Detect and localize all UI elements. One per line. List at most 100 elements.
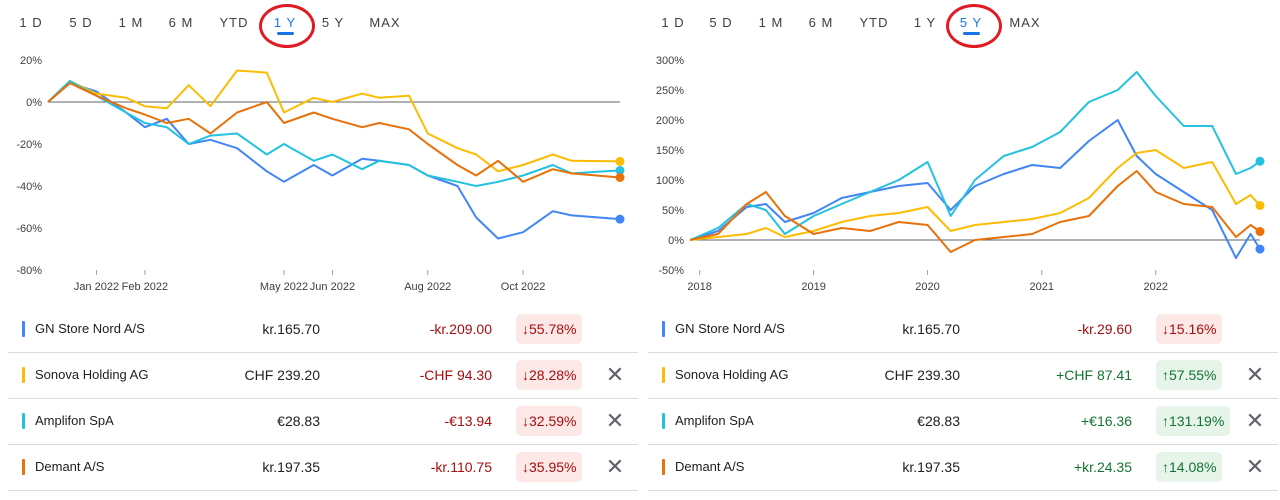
stock-name: GN Store Nord A/S <box>675 321 785 336</box>
tab-ytd[interactable]: YTD <box>859 15 889 30</box>
series-end-point <box>615 214 625 224</box>
table-row[interactable]: Demant A/S kr.197.35 -kr.110.75 ↓35.95% … <box>8 444 638 491</box>
stock-name: Sonova Holding AG <box>35 367 149 382</box>
price-change: -kr.110.75 <box>430 459 492 475</box>
series-line <box>47 69 621 173</box>
tab-5y[interactable]: 5 Y <box>954 6 988 40</box>
tab-5d[interactable]: 5 D <box>69 15 93 30</box>
timeframe-tabs: 1 D 5 D 1 M 6 M YTD 1 Y 5 Y MAX <box>8 6 638 40</box>
series-end-dots <box>615 156 625 224</box>
series-line <box>47 80 621 187</box>
remove-comparison-close-icon[interactable]: ✕ <box>605 408 625 433</box>
y-tick-label: 0% <box>668 235 684 247</box>
percent-change-badge: ↓15.16% <box>1156 314 1223 344</box>
series-end-point <box>615 156 625 166</box>
series-line <box>689 170 1261 253</box>
table-row[interactable]: GN Store Nord A/S kr.165.70 -kr.209.00 ↓… <box>8 306 638 353</box>
remove-comparison-close-icon[interactable]: ✕ <box>605 454 625 479</box>
arrow-icon: ↓ <box>1162 321 1169 337</box>
tab-max[interactable]: MAX <box>369 15 401 30</box>
table-row[interactable]: GN Store Nord A/S kr.165.70 -kr.29.60 ↓1… <box>648 306 1278 353</box>
remove-comparison-close-icon[interactable]: ✕ <box>1245 408 1265 433</box>
y-tick-label: -40% <box>16 181 42 193</box>
percent-change-badge: ↓55.78% <box>516 314 583 344</box>
x-tick-label: Oct 2022 <box>501 281 546 293</box>
x-tick-label: Jan 2022 <box>74 281 119 293</box>
y-tick-label: 0% <box>26 97 42 109</box>
tab-ytd[interactable]: YTD <box>219 15 249 30</box>
tab-max[interactable]: MAX <box>1009 15 1041 30</box>
arrow-icon: ↓ <box>522 367 529 383</box>
series-end-point <box>1255 200 1265 210</box>
arrow-icon: ↓ <box>522 459 529 475</box>
y-axis-labels: 20% 0% -20% -40% -60% -80% <box>16 55 620 277</box>
tab-1d[interactable]: 1 D <box>661 15 685 30</box>
series-line <box>47 82 621 183</box>
arrow-icon: ↑ <box>1162 459 1169 475</box>
table-row[interactable]: Demant A/S kr.197.35 +kr.24.35 ↑14.08% ✕ <box>648 444 1278 491</box>
y-tick-label: 150% <box>656 145 684 157</box>
arrow-icon: ↑ <box>1162 367 1169 383</box>
price-change: +CHF 87.41 <box>1056 367 1132 383</box>
tab-5d[interactable]: 5 D <box>709 15 733 30</box>
stock-price: kr.165.70 <box>262 321 320 337</box>
y-tick-label: 250% <box>656 85 684 97</box>
series-color-swatch <box>662 459 665 475</box>
price-change: -CHF 94.30 <box>419 367 492 383</box>
tab-5y[interactable]: 5 Y <box>321 15 345 30</box>
table-row[interactable]: Amplifon SpA €28.83 +€16.36 ↑131.19% ✕ <box>648 398 1278 445</box>
tab-1y[interactable]: 1 Y <box>913 15 937 30</box>
stock-name: GN Store Nord A/S <box>35 321 145 336</box>
stock-name: Sonova Holding AG <box>675 367 789 382</box>
series-line <box>689 71 1261 241</box>
tab-6m[interactable]: 6 M <box>808 15 834 30</box>
price-change: -kr.209.00 <box>429 321 492 337</box>
stock-price: CHF 239.20 <box>244 367 320 383</box>
right-performance-chart: 300%250%200%150%100%50%0%-50% 2018 2019 20… <box>656 55 1265 293</box>
remove-comparison-close-icon[interactable]: ✕ <box>1245 454 1265 479</box>
series-color-swatch <box>22 367 25 383</box>
tab-1y[interactable]: 1 Y <box>268 6 302 40</box>
left-performance-chart: 20% 0% -20% -40% -60% -80% Jan 2022 Feb 2022 Ma… <box>16 55 625 293</box>
x-tick-label: May 2022 <box>260 281 308 293</box>
stock-price: CHF 239.30 <box>884 367 960 383</box>
series-end-point <box>615 165 625 175</box>
right-comparison-panel: 1 D 5 D 1 M 6 M YTD 1 Y 5 Y MAX 300% 250%… <box>648 0 1278 500</box>
percent-change-badge: ↓28.28% <box>516 360 583 390</box>
remove-comparison-close-icon[interactable]: ✕ <box>605 362 625 387</box>
percent-change-badge: ↓32.59% <box>516 406 583 436</box>
stock-price: kr.197.35 <box>262 459 320 475</box>
series-color-swatch <box>662 321 665 337</box>
price-change: -€13.94 <box>444 413 492 429</box>
tab-6m[interactable]: 6 M <box>168 15 194 30</box>
series-lines <box>689 71 1261 259</box>
price-change: +€16.36 <box>1081 413 1132 429</box>
y-tick-label: 200% <box>656 115 684 127</box>
tab-1m[interactable]: 1 M <box>758 15 784 30</box>
stock-price: kr.165.70 <box>902 321 960 337</box>
y-tick-label: -80% <box>16 265 42 277</box>
series-color-swatch <box>22 459 25 475</box>
table-row[interactable]: Amplifon SpA €28.83 -€13.94 ↓32.59% ✕ <box>8 398 638 445</box>
stock-name: Amplifon SpA <box>675 413 754 428</box>
arrow-icon: ↓ <box>522 321 529 337</box>
x-tick-label: 2021 <box>1030 281 1054 293</box>
percent-change-badge: ↑131.19% <box>1156 406 1231 436</box>
series-color-swatch <box>662 413 665 429</box>
series-color-swatch <box>22 321 25 337</box>
x-tick-label: 2022 <box>1143 281 1167 293</box>
x-tick-label: Jun 2022 <box>310 281 355 293</box>
table-row[interactable]: Sonova Holding AG CHF 239.20 -CHF 94.30 … <box>8 352 638 399</box>
timeframe-tabs: 1 D 5 D 1 M 6 M YTD 1 Y 5 Y MAX <box>648 6 1278 40</box>
table-row[interactable]: Sonova Holding AG CHF 239.30 +CHF 87.41 … <box>648 352 1278 399</box>
series-end-point <box>615 172 625 182</box>
series-line <box>689 149 1261 241</box>
stock-price: kr.197.35 <box>902 459 960 475</box>
tab-1m[interactable]: 1 M <box>118 15 144 30</box>
x-tick-label: Feb 2022 <box>122 281 168 293</box>
x-axis-labels: Jan 2022 Feb 2022 May 2022 Jun 2022 Aug 2022… <box>74 270 546 293</box>
remove-comparison-close-icon[interactable]: ✕ <box>1245 362 1265 387</box>
y-tick-label: 100% <box>656 175 684 187</box>
tab-1d[interactable]: 1 D <box>19 15 43 30</box>
percent-change-badge: ↓35.95% <box>516 452 583 482</box>
